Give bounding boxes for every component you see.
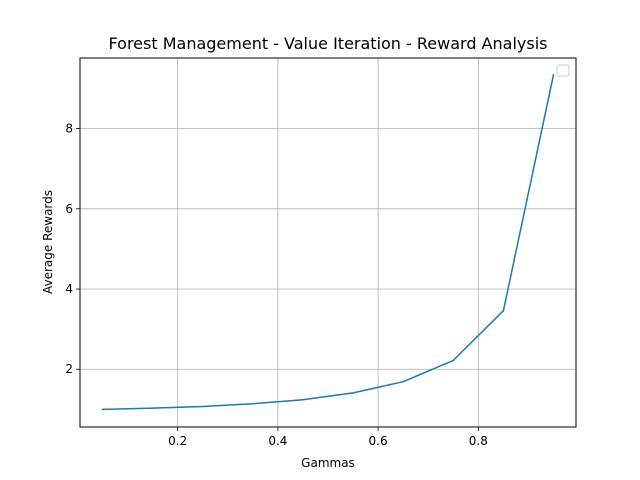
y-tick-label: 6 <box>65 202 73 216</box>
y-tick-label: 2 <box>65 362 73 376</box>
data-point <box>502 309 505 312</box>
y-tick-label: 4 <box>65 282 73 296</box>
grid-lines <box>80 58 576 427</box>
x-tick-label: 0.4 <box>268 434 287 448</box>
x-tick-label: 0.6 <box>369 434 388 448</box>
series-line <box>102 74 555 411</box>
data-point <box>151 407 154 409</box>
x-tick-label: 0.2 <box>168 434 187 448</box>
y-axis-label: Average Rewards <box>41 190 55 294</box>
data-point <box>101 408 104 411</box>
data-point <box>452 359 455 362</box>
data-point <box>252 402 254 405</box>
data-point <box>402 380 405 383</box>
series-layer <box>101 74 555 411</box>
legend-box <box>556 64 570 77</box>
chart-title: Forest Management - Value Iteration - Re… <box>109 34 548 53</box>
x-tick-label: 0.8 <box>469 434 488 448</box>
data-point <box>352 392 354 394</box>
data-point <box>302 398 304 401</box>
x-axis-label: Gammas <box>301 456 355 470</box>
y-tick-label: 8 <box>65 122 73 136</box>
data-point <box>201 405 204 408</box>
plot-area-frame <box>79 57 577 428</box>
data-point <box>552 74 555 76</box>
axis-ticks: 0.2 0.4 0.6 0.8 2 4 6 8 <box>65 122 487 448</box>
